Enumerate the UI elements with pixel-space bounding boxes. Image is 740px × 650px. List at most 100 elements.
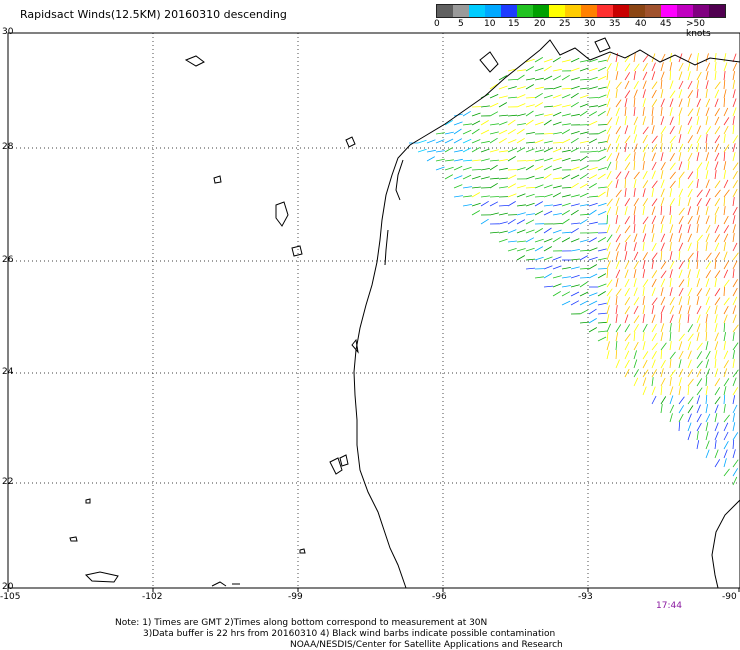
wind-barb bbox=[606, 224, 611, 234]
wind-barb bbox=[516, 185, 526, 189]
wind-barb bbox=[624, 269, 629, 279]
wind-barb bbox=[534, 176, 544, 180]
wind-barb bbox=[732, 314, 737, 324]
wind-barb bbox=[561, 94, 571, 99]
wind-barb bbox=[480, 218, 489, 225]
wind-barb bbox=[732, 305, 737, 315]
wind-barb bbox=[597, 211, 607, 216]
wind-barb bbox=[651, 206, 656, 216]
wind-barb bbox=[624, 251, 628, 261]
wind-barb bbox=[660, 313, 663, 324]
wind-barb bbox=[651, 359, 656, 369]
wind-barb bbox=[471, 169, 482, 171]
wind-barb bbox=[732, 350, 735, 360]
wind-barb bbox=[732, 342, 739, 351]
legend-label: >50 knots bbox=[686, 19, 711, 39]
wind-barb bbox=[489, 137, 498, 144]
wind-barb bbox=[543, 147, 553, 153]
wind-barb bbox=[453, 121, 463, 126]
wind-barb bbox=[705, 422, 709, 432]
wind-barb bbox=[498, 230, 508, 234]
wind-barb bbox=[633, 206, 637, 216]
wind-barb bbox=[678, 377, 682, 387]
wind-barb bbox=[624, 368, 630, 378]
wind-barb bbox=[543, 227, 552, 234]
wind-barb bbox=[570, 57, 580, 63]
wind-barb bbox=[642, 269, 646, 279]
wind-barb bbox=[732, 279, 738, 288]
wind-barb bbox=[714, 323, 718, 333]
wind-barb bbox=[516, 212, 526, 216]
wind-barb bbox=[687, 341, 692, 351]
wind-barb bbox=[660, 188, 665, 198]
wind-barb bbox=[732, 432, 739, 441]
wind-barb bbox=[543, 193, 553, 198]
wind-barb bbox=[723, 79, 726, 90]
wind-barb bbox=[714, 359, 717, 369]
wind-barb bbox=[489, 201, 499, 207]
wind-barb bbox=[597, 268, 608, 270]
wind-barb bbox=[525, 119, 534, 126]
wind-barb bbox=[552, 56, 561, 63]
wind-barb bbox=[687, 314, 690, 324]
wind-barb bbox=[498, 129, 508, 135]
wind-barb bbox=[579, 155, 588, 162]
wind-barb bbox=[606, 53, 611, 63]
wind-barb bbox=[534, 113, 544, 117]
wind-barb bbox=[525, 187, 536, 189]
wind-barb bbox=[552, 85, 562, 90]
wind-barb bbox=[462, 166, 472, 171]
wind-barb bbox=[723, 62, 728, 72]
wind-barb bbox=[480, 200, 489, 207]
wind-barb bbox=[642, 359, 648, 369]
wind-barb bbox=[543, 88, 554, 90]
wind-barb bbox=[669, 369, 676, 378]
wind-barb bbox=[696, 224, 699, 234]
wind-barb bbox=[714, 108, 720, 117]
wind-barb bbox=[669, 297, 675, 306]
wind-barb bbox=[597, 124, 608, 126]
wind-barb bbox=[480, 195, 490, 198]
wind-barb bbox=[579, 140, 589, 144]
wind-barb bbox=[480, 105, 490, 108]
wind-barb bbox=[633, 315, 640, 324]
wind-barb bbox=[714, 215, 717, 225]
wind-barb bbox=[723, 261, 729, 270]
wind-barb bbox=[678, 115, 681, 126]
wind-barb bbox=[633, 160, 636, 171]
wind-barb bbox=[624, 162, 631, 171]
wind-barb bbox=[714, 422, 719, 432]
wind-barb bbox=[705, 449, 710, 459]
wind-barb bbox=[579, 183, 589, 189]
wind-barb bbox=[705, 89, 708, 99]
wind-barb bbox=[723, 196, 726, 207]
wind-barb bbox=[651, 170, 656, 180]
wind-barb bbox=[543, 113, 553, 117]
wind-barb bbox=[687, 269, 691, 279]
wind-barb bbox=[579, 239, 589, 243]
wind-barb bbox=[642, 152, 646, 162]
wind-barb bbox=[570, 67, 580, 72]
wind-barb bbox=[534, 57, 544, 63]
wind-barb bbox=[561, 202, 571, 207]
wind-barb bbox=[615, 189, 622, 198]
wind-barb bbox=[723, 97, 725, 108]
wind-barb bbox=[561, 187, 572, 189]
wind-barb bbox=[705, 252, 712, 261]
wind-barb bbox=[543, 157, 553, 162]
wind-barb bbox=[714, 459, 721, 468]
wind-barb bbox=[723, 225, 730, 234]
wind-barb bbox=[633, 53, 636, 63]
wind-barb bbox=[453, 158, 463, 162]
wind-barb bbox=[714, 126, 721, 135]
wind-barb bbox=[597, 248, 607, 252]
wind-barb bbox=[606, 161, 612, 171]
wind-barb bbox=[570, 291, 580, 297]
wind-barb bbox=[660, 116, 665, 126]
wind-barb bbox=[642, 332, 645, 342]
wind-barb bbox=[615, 161, 618, 171]
wind-barb bbox=[516, 94, 526, 99]
wind-barb bbox=[462, 147, 472, 153]
wind-barb bbox=[651, 377, 654, 387]
wind-barb bbox=[516, 167, 526, 171]
